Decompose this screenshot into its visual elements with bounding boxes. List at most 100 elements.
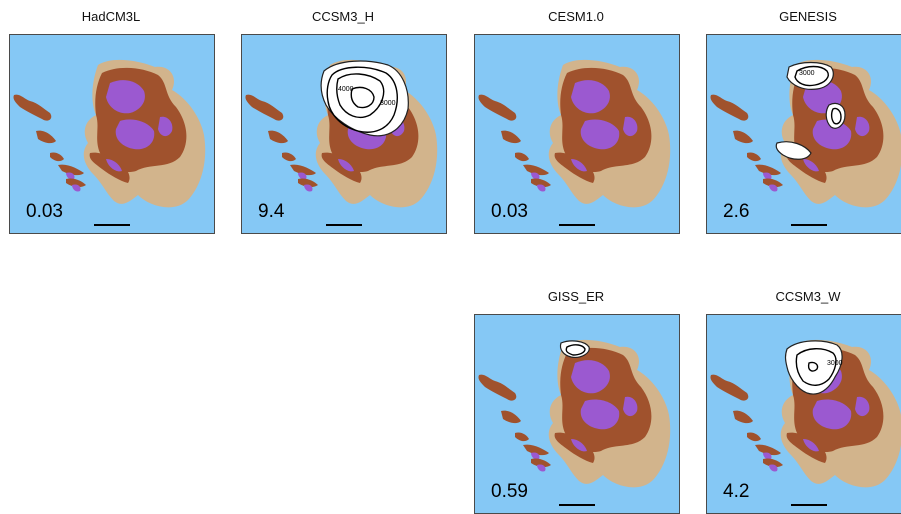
island — [531, 172, 540, 180]
highland-region — [855, 116, 870, 137]
island — [245, 94, 284, 121]
map-panel-hadcm3l: 0.03 — [9, 34, 215, 234]
contour-label: 3000 — [827, 360, 843, 367]
island — [478, 94, 517, 121]
island — [523, 444, 549, 456]
island — [763, 452, 772, 460]
island — [554, 152, 595, 183]
island — [321, 152, 362, 183]
ice-volume-value: 0.03 — [26, 201, 63, 222]
island — [786, 152, 827, 183]
island — [803, 159, 819, 172]
highland-region — [580, 399, 620, 430]
scale-bar — [791, 224, 827, 226]
highland-region — [158, 116, 173, 137]
ice-sheet — [320, 60, 409, 137]
continent-map — [13, 59, 206, 208]
island — [531, 452, 540, 460]
island — [268, 130, 288, 144]
island — [515, 152, 529, 162]
island — [786, 432, 827, 463]
highland-region — [623, 116, 638, 137]
ice-volume-value: 0.59 — [491, 481, 528, 502]
contour-label: 4000 — [338, 86, 354, 93]
elevation-contour — [795, 348, 837, 386]
highland-region — [115, 119, 155, 150]
highland-region — [106, 80, 145, 114]
scale-bar — [326, 224, 362, 226]
island — [710, 374, 749, 401]
contour-label: 3000 — [380, 100, 396, 107]
island — [72, 184, 81, 192]
island — [290, 164, 316, 176]
elevation-contour — [326, 66, 398, 133]
island — [733, 410, 753, 424]
panel-title-ccsm3w: CCSM3_W — [775, 289, 841, 304]
map-panel-ccsm3h: 4000 3000 9.4 — [241, 34, 447, 234]
continent-map — [478, 59, 671, 208]
continent-map: 3000 — [710, 340, 901, 488]
highland-region — [571, 80, 610, 114]
map-panel-genesis: 3000 2.6 — [706, 34, 901, 234]
elevation-contour — [830, 107, 842, 125]
elevation-contour — [565, 344, 586, 356]
highland-region — [580, 119, 620, 150]
highland-region — [812, 119, 852, 150]
island — [803, 439, 819, 452]
highland-region — [623, 396, 638, 417]
island — [763, 172, 772, 180]
continent-map — [478, 339, 671, 488]
island — [478, 374, 517, 401]
ice-sheet — [825, 102, 846, 129]
ice-volume-value: 2.6 — [723, 201, 750, 222]
scale-bar — [559, 504, 595, 506]
continent-map: 3000 — [710, 60, 901, 208]
island — [515, 432, 529, 442]
elevation-contour — [794, 65, 829, 87]
map-panel-ccsm3w: 3000 4.2 — [706, 314, 901, 514]
island — [106, 159, 122, 172]
map-panel-cesm10: 0.03 — [474, 34, 680, 234]
panel-title-hadcm3l: HadCM3L — [81, 9, 141, 24]
highland-region — [571, 360, 610, 394]
island — [282, 152, 296, 162]
panel-title-gisser: GISS_ER — [547, 289, 605, 304]
island — [298, 172, 307, 180]
island — [747, 432, 761, 442]
island — [571, 159, 587, 172]
island — [747, 152, 761, 162]
ice-sheet — [775, 141, 812, 160]
island — [763, 458, 783, 468]
ice-volume-value: 0.03 — [491, 201, 528, 222]
island — [537, 184, 546, 192]
highland-region — [812, 399, 852, 430]
island — [755, 444, 781, 456]
island — [66, 178, 86, 188]
contour-label: 3000 — [799, 70, 815, 77]
ice-volume-value: 4.2 — [723, 481, 750, 502]
island — [531, 178, 551, 188]
elevation-contour — [807, 361, 819, 372]
panel-title-ccsm3h: CCSM3_H — [311, 9, 375, 24]
island — [501, 130, 521, 144]
island — [554, 432, 595, 463]
island — [769, 184, 778, 192]
island — [710, 94, 749, 121]
island — [763, 178, 783, 188]
island — [769, 464, 778, 472]
highland-region — [855, 396, 870, 417]
island — [755, 164, 781, 176]
scale-bar — [791, 504, 827, 506]
panel-title-genesis: GENESIS — [779, 9, 837, 24]
panel-title-cesm10: CESM1.0 — [548, 9, 604, 24]
island — [501, 410, 521, 424]
ice-volume-value: 9.4 — [258, 201, 285, 222]
island — [537, 464, 546, 472]
scale-bar — [94, 224, 130, 226]
island — [523, 164, 549, 176]
island — [13, 94, 52, 121]
island — [50, 152, 64, 162]
elevation-contour — [335, 73, 385, 119]
island — [531, 458, 551, 468]
island — [304, 184, 313, 192]
